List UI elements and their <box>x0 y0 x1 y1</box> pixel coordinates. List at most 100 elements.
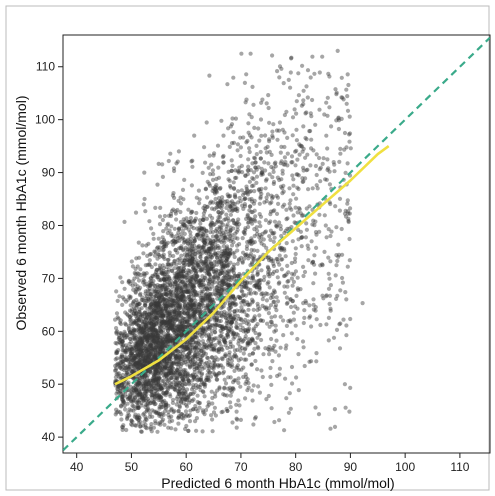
scatter-point <box>285 263 290 268</box>
scatter-point <box>220 195 225 200</box>
scatter-point <box>158 309 163 314</box>
scatter-point <box>219 264 224 269</box>
scatter-point <box>254 225 259 230</box>
scatter-point <box>133 423 139 428</box>
scatter-point <box>143 320 148 325</box>
scatter-point <box>270 129 275 134</box>
scatter-point <box>260 374 265 380</box>
scatter-point <box>192 314 197 319</box>
scatter-point <box>172 408 177 413</box>
scatter-point <box>275 69 280 74</box>
scatter-point <box>321 296 326 301</box>
scatter-point <box>137 415 142 420</box>
scatter-point <box>137 395 142 400</box>
scatter-point <box>171 166 177 171</box>
scatter-point <box>221 338 226 343</box>
scatter-point <box>310 259 316 264</box>
scatter-point <box>331 160 336 165</box>
scatter-point <box>197 278 202 283</box>
scatter-point <box>342 211 348 216</box>
scatter-point <box>174 310 179 315</box>
scatter-point <box>214 226 219 232</box>
scatter-point <box>225 362 231 367</box>
scatter-point <box>291 177 296 182</box>
scatter-point <box>168 313 173 318</box>
scatter-point <box>153 342 158 347</box>
scatter-point <box>238 273 243 278</box>
scatter-point <box>242 309 247 314</box>
scatter-point <box>187 248 192 253</box>
scatter-point <box>172 360 177 365</box>
scatter-point <box>114 289 119 294</box>
scatter-point <box>147 414 152 419</box>
scatter-point <box>190 158 195 163</box>
scatter-point <box>165 277 170 282</box>
scatter-point <box>264 101 269 106</box>
scatter-point <box>240 339 245 344</box>
scatter-point <box>205 377 210 382</box>
scatter-point <box>280 171 285 176</box>
scatter-point <box>253 341 258 346</box>
scatter-point <box>158 267 163 272</box>
scatter-point <box>272 235 277 240</box>
scatter-point <box>242 80 247 85</box>
scatter-point <box>232 250 237 255</box>
scatter-point <box>125 394 130 400</box>
scatter-point <box>164 390 170 395</box>
scatter-point <box>231 380 236 385</box>
scatter-point <box>307 303 312 308</box>
scatter-point <box>178 269 183 274</box>
scatter-point <box>148 283 153 288</box>
scatter-point <box>306 246 311 251</box>
scatter-point <box>332 407 337 412</box>
scatter-point <box>273 164 278 169</box>
scatter-point <box>159 386 164 391</box>
scatter-point <box>158 278 163 283</box>
scatter-point <box>152 391 157 396</box>
scatter-point <box>253 214 258 219</box>
scatter-point <box>168 338 173 343</box>
scatter-point <box>170 281 176 286</box>
scatter-point <box>273 305 278 310</box>
scatter-point <box>289 276 294 281</box>
scatter-point <box>215 255 220 260</box>
scatter-point <box>336 126 341 132</box>
scatter-point <box>229 158 234 163</box>
scatter-point <box>219 344 224 349</box>
scatter-point <box>301 146 306 151</box>
scatter-point <box>223 199 228 204</box>
scatter-point <box>194 345 199 350</box>
scatter-point <box>191 407 196 412</box>
scatter-point <box>221 392 226 397</box>
scatter-point <box>228 183 233 189</box>
scatter-point <box>269 152 274 157</box>
scatter-point <box>164 313 169 318</box>
scatter-point <box>152 409 157 414</box>
scatter-point <box>344 87 349 92</box>
scatter-point <box>114 311 120 316</box>
scatter-point <box>173 329 178 334</box>
scatter-point <box>257 332 262 337</box>
scatter-point <box>191 310 196 315</box>
scatter-point <box>136 240 141 245</box>
scatter-point <box>268 201 273 206</box>
scatter-point <box>185 303 190 309</box>
scatter-point <box>170 316 175 321</box>
scatter-point <box>146 297 151 302</box>
scatter-point <box>256 346 261 351</box>
scatter-point <box>210 297 215 302</box>
scatter-point <box>268 319 273 324</box>
scatter-point <box>249 388 255 393</box>
scatter-point <box>142 358 147 364</box>
scatter-point <box>197 342 202 348</box>
scatter-point <box>220 305 225 310</box>
scatter-point <box>273 160 278 165</box>
scatter-point <box>288 406 293 411</box>
scatter-point <box>116 348 121 353</box>
scatter-point <box>181 324 186 329</box>
scatter-point <box>149 381 154 386</box>
scatter-point <box>199 295 204 300</box>
scatter-point <box>228 341 233 347</box>
scatter-point <box>245 388 250 393</box>
scatter-point <box>240 203 245 208</box>
